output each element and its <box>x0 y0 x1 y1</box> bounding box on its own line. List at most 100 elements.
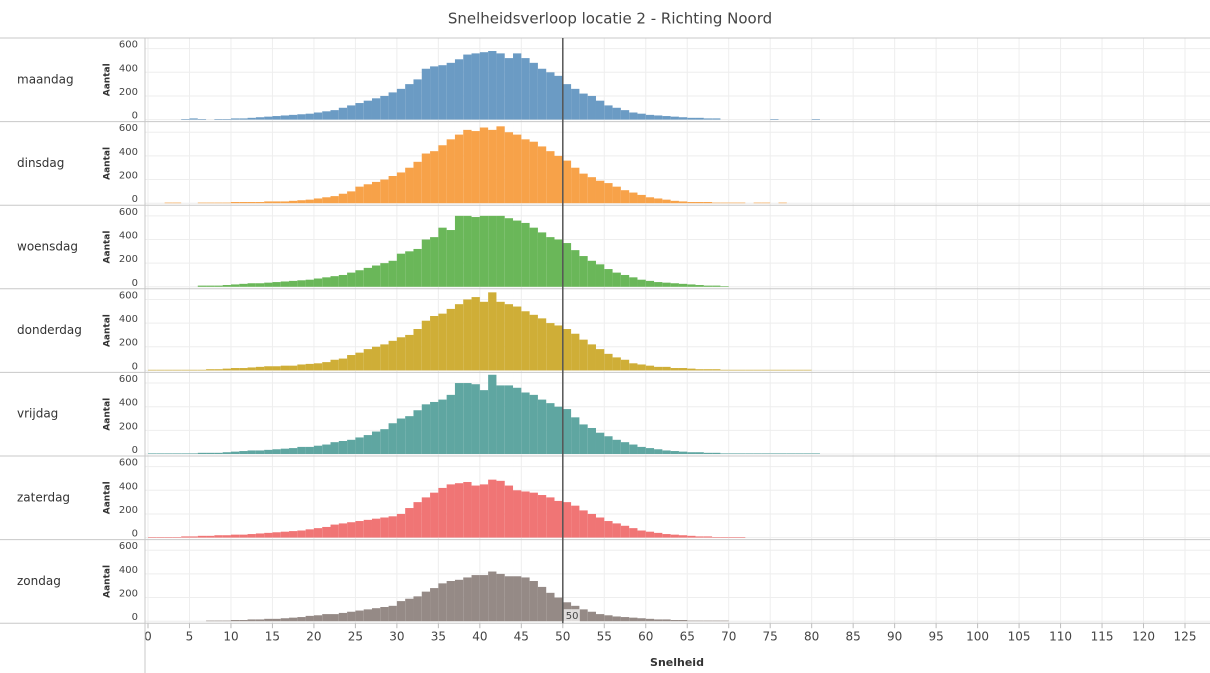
bar <box>604 269 613 287</box>
y-tick-label: 600 <box>119 458 138 469</box>
bar <box>206 285 215 287</box>
bar <box>629 617 638 622</box>
bar <box>728 537 738 538</box>
reference-label: 50 <box>566 611 579 622</box>
bar <box>438 313 447 371</box>
y-axis-label: Aantal <box>103 481 113 514</box>
bar <box>413 329 422 371</box>
bar <box>421 68 431 120</box>
bar <box>662 534 671 538</box>
bar <box>595 614 605 622</box>
bar <box>396 172 406 204</box>
bar <box>454 483 464 538</box>
row-label: dinsdag <box>17 156 64 170</box>
y-tick-label: 0 <box>132 445 138 456</box>
bar <box>720 453 729 454</box>
row-label: zondag <box>17 574 61 588</box>
bar <box>562 329 572 371</box>
bar <box>330 359 339 371</box>
bar <box>654 198 663 204</box>
bar <box>562 84 572 120</box>
bar <box>645 448 655 454</box>
bar <box>620 274 630 287</box>
bar <box>703 369 713 371</box>
bar <box>289 365 298 371</box>
bar <box>264 201 273 204</box>
bar <box>363 435 372 454</box>
x-tick-label: 115 <box>1091 630 1114 644</box>
bar <box>529 62 538 120</box>
bar <box>770 369 779 371</box>
bar <box>521 311 530 371</box>
y-tick-label: 0 <box>132 529 138 540</box>
bar <box>338 440 348 454</box>
bar <box>230 534 240 538</box>
bar <box>537 146 547 204</box>
x-tick-label: 45 <box>514 630 529 644</box>
bar <box>695 117 704 120</box>
bar <box>347 522 356 538</box>
bar <box>554 75 563 120</box>
y-tick-label: 200 <box>119 254 138 265</box>
bar <box>504 132 514 204</box>
bar <box>537 495 547 538</box>
bar <box>396 88 406 120</box>
bar <box>438 583 447 622</box>
bar <box>305 529 314 538</box>
bar <box>214 620 223 622</box>
y-tick-label: 600 <box>119 290 138 301</box>
bar <box>579 609 588 622</box>
bar <box>479 301 489 371</box>
bar <box>654 532 663 538</box>
bar <box>471 217 480 287</box>
bar <box>289 114 298 120</box>
bar <box>496 215 505 287</box>
bar <box>454 383 464 454</box>
bar <box>255 450 265 454</box>
bar <box>388 516 397 538</box>
bar <box>289 280 298 287</box>
bar <box>513 53 522 120</box>
bar <box>454 579 464 622</box>
bar <box>496 53 505 120</box>
bar <box>230 620 240 622</box>
bar <box>521 577 530 622</box>
bar <box>363 519 372 538</box>
bar <box>488 571 497 622</box>
bar <box>148 537 157 538</box>
bar <box>761 369 771 371</box>
bar <box>313 528 323 538</box>
bar <box>595 517 605 538</box>
y-tick-label: 600 <box>119 207 138 218</box>
bar <box>239 451 248 454</box>
bar <box>579 93 588 120</box>
bar <box>488 51 497 120</box>
bar <box>562 160 572 204</box>
x-tick-label: 85 <box>846 630 861 644</box>
bar <box>488 215 497 287</box>
bar <box>222 535 231 538</box>
bar <box>239 202 248 204</box>
x-tick-label: 80 <box>804 630 819 644</box>
bar <box>471 297 480 371</box>
bar <box>430 237 439 287</box>
bar <box>703 452 713 454</box>
bar <box>695 536 704 538</box>
y-tick-label: 200 <box>119 87 138 98</box>
bar <box>579 173 588 204</box>
bar <box>371 265 381 287</box>
bar <box>604 615 613 622</box>
bar <box>770 453 779 454</box>
bar <box>264 532 273 538</box>
bar <box>380 95 389 120</box>
bar <box>438 65 447 120</box>
x-tick-label: 55 <box>597 630 612 644</box>
bar <box>230 451 240 454</box>
bar <box>620 190 630 204</box>
bar <box>645 114 655 120</box>
bar <box>654 115 663 120</box>
bar <box>347 439 356 454</box>
bar <box>504 218 514 287</box>
bar <box>670 368 679 371</box>
bar <box>678 451 688 454</box>
